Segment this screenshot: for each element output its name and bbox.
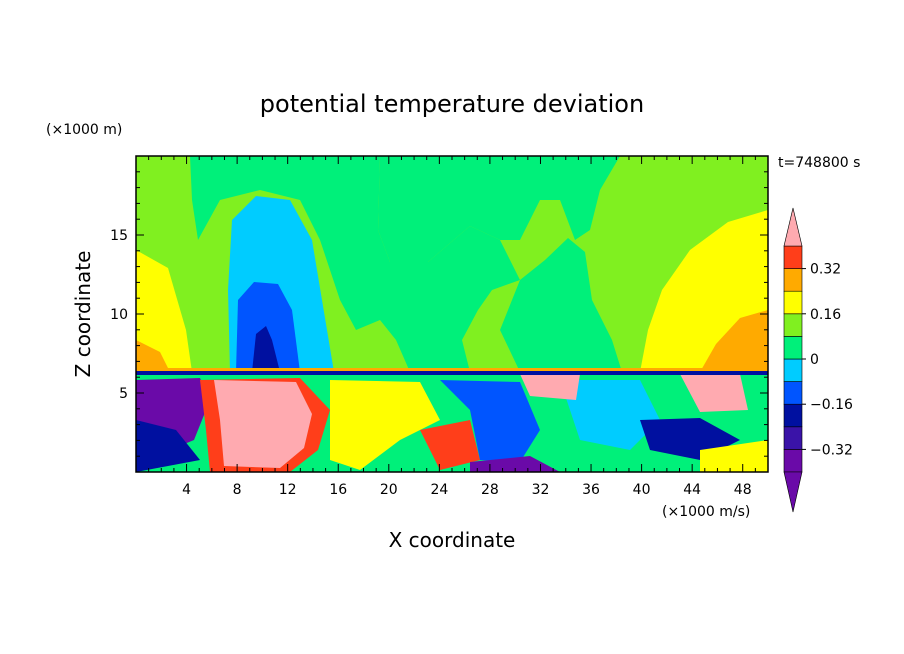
lower-center-warm-patch — [520, 374, 580, 400]
y-axis: 5 10 15 — [110, 171, 768, 457]
lower-mid-warm-patch — [330, 380, 440, 470]
interface-layer-warm — [136, 368, 768, 371]
lower-mid-cold-patch — [440, 380, 540, 462]
colorbar-swatch — [783, 290, 803, 315]
x-tick-label: 24 — [430, 482, 448, 498]
colorbar: 0.32 0.16 0 −0.16 −0.32 — [783, 207, 853, 513]
lower-mid-strong-cold-patch — [470, 456, 560, 472]
chart-title: potential temperature deviation — [260, 90, 644, 118]
y-axis-label: Z coordinate — [71, 251, 95, 378]
colorbar-swatch — [783, 268, 803, 292]
colorbar-tick-label: −0.32 — [810, 442, 853, 458]
y-tick-label: 15 — [110, 228, 128, 244]
colorbar-tick-label: −0.16 — [810, 397, 853, 413]
x-tick-label: 12 — [279, 482, 297, 498]
right-strong-positive-region — [700, 310, 768, 372]
colorbar-swatch — [783, 358, 803, 382]
colorbar-tick-label: 0.32 — [810, 262, 841, 278]
x-unit-label: (×1000 m/s) — [662, 504, 750, 520]
x-tick-label: 40 — [633, 482, 651, 498]
x-tick-label: 48 — [734, 482, 752, 498]
upper-neutral-region — [378, 156, 620, 262]
cold-plume-middle — [236, 282, 300, 372]
lower-right-cool-patch — [560, 380, 660, 450]
lower-right-warm-patch — [680, 374, 748, 412]
colorbar-lower-extension — [783, 471, 803, 513]
colorbar-swatch — [783, 381, 803, 405]
lower-right-warm-edge — [700, 440, 768, 472]
lower-left-cold-patch-2 — [136, 420, 200, 472]
x-tick-label: 44 — [683, 482, 701, 498]
x-tick-label: 32 — [532, 482, 550, 498]
colorbar-upper-extension — [783, 207, 803, 247]
x-axis-label: X coordinate — [389, 528, 516, 552]
y-tick-label: 5 — [119, 386, 128, 402]
x-tick-label: 8 — [233, 482, 242, 498]
colorbar-swatch — [783, 245, 803, 269]
colorbar-swatch — [783, 403, 803, 428]
interface-layer-cold — [136, 371, 768, 375]
x-tick-label: 4 — [182, 482, 191, 498]
contour-field — [136, 156, 768, 472]
y-tick-label: 10 — [110, 307, 128, 323]
time-label: t=748800 s — [778, 155, 860, 171]
colorbar-swatch — [783, 313, 803, 337]
y-unit-label: (×1000 m) — [46, 122, 122, 138]
x-tick-label: 16 — [329, 482, 347, 498]
warm-blob-core — [214, 380, 312, 468]
cold-plume-core — [252, 326, 280, 372]
colorbar-swatch — [783, 336, 803, 360]
central-neutral-region — [190, 156, 520, 372]
colorbar-swatch — [783, 449, 803, 473]
left-positive-region — [136, 250, 192, 372]
colorbar-tick-label: 0.16 — [810, 307, 841, 323]
lower-mid-hot-patch — [420, 420, 480, 470]
x-tick-label: 20 — [380, 482, 398, 498]
x-axis: 4 8 12 16 20 24 28 32 36 40 44 48 — [148, 156, 756, 498]
left-strong-positive-region — [136, 340, 170, 372]
right-neutral-region — [500, 238, 622, 372]
x-tick-label: 28 — [481, 482, 499, 498]
colorbar-tick-label: 0 — [810, 352, 819, 368]
x-tick-label: 36 — [582, 482, 600, 498]
colorbar-swatch — [783, 426, 803, 450]
